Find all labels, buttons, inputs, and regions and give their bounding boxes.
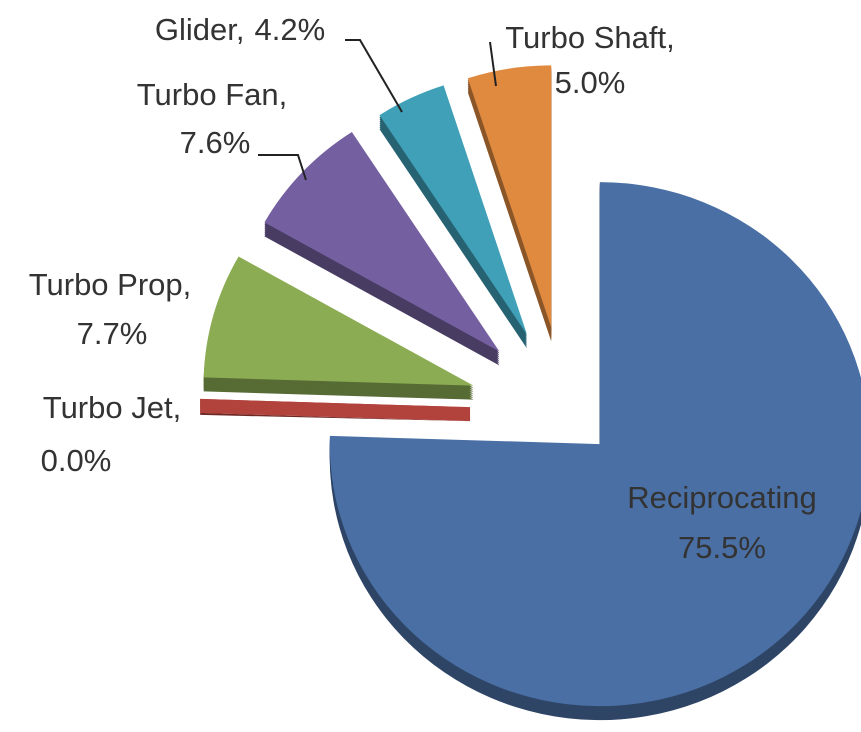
label-separator: , xyxy=(183,267,192,302)
slice xyxy=(200,398,471,408)
leader-line xyxy=(489,41,497,87)
slice-side xyxy=(200,412,471,422)
value-label: 4.2% xyxy=(254,12,325,47)
category-label: Turbo Fan, xyxy=(137,77,288,112)
category-name: Turbo Shaft xyxy=(505,20,666,55)
slice xyxy=(203,256,474,386)
category-label: Glider xyxy=(155,12,237,47)
data-label: Glider, 4.2% xyxy=(155,12,325,47)
value-label: 75.5% xyxy=(678,530,766,565)
slice xyxy=(329,182,861,707)
category-name: Turbo Jet xyxy=(43,390,173,425)
leader-line xyxy=(345,39,403,113)
category-label: Turbo Jet, xyxy=(43,390,181,425)
category-name: Turbo Fan xyxy=(137,77,279,112)
label-separator: , xyxy=(666,20,675,55)
label-separator: , xyxy=(279,77,288,112)
value-label: 0.0% xyxy=(41,443,112,478)
slice xyxy=(379,85,528,335)
value-label: 7.7% xyxy=(77,316,148,351)
slice xyxy=(467,65,552,328)
slice-side xyxy=(200,398,471,422)
category-name: Turbo Prop xyxy=(29,267,183,302)
label-separator: , xyxy=(236,12,245,47)
slice xyxy=(264,132,500,352)
category-label: Turbo Prop, xyxy=(29,267,192,302)
value-label: 7.6% xyxy=(180,125,251,160)
value-label: 5.0% xyxy=(555,65,626,100)
category-name: Reciprocating xyxy=(627,480,817,515)
category-label: Turbo Shaft, xyxy=(505,20,674,55)
label-separator: , xyxy=(173,390,182,425)
leader-line xyxy=(258,154,307,181)
category-label: Reciprocating xyxy=(627,480,817,515)
